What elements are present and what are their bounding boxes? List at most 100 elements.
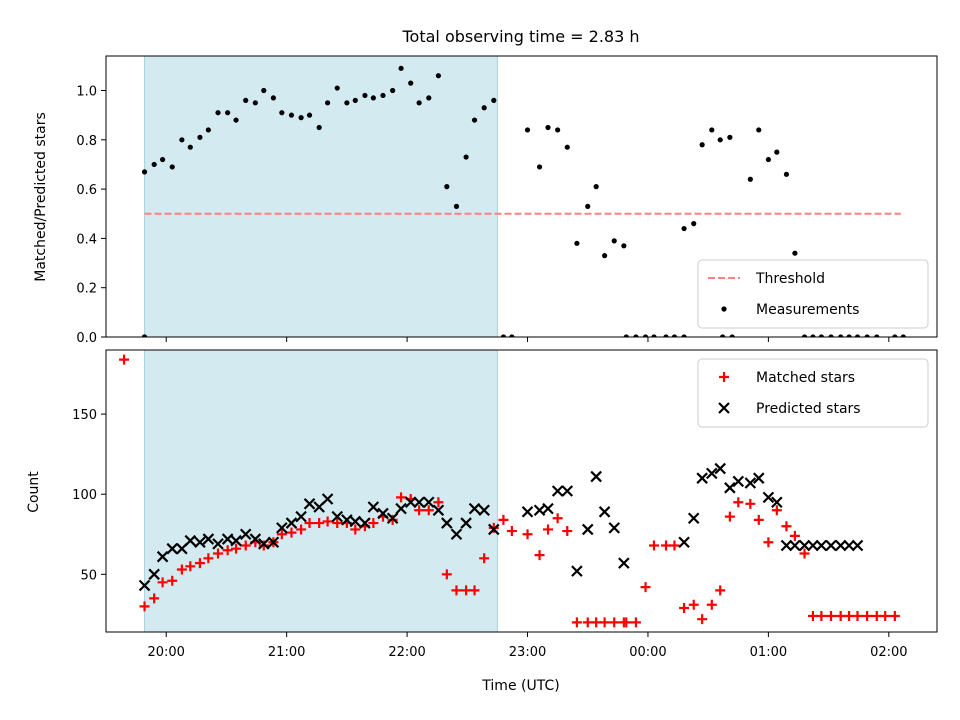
top-dot-point-0-67: [846, 334, 852, 337]
top-dot-point-0-64: [818, 334, 824, 337]
legend-label-1: Measurements: [756, 302, 859, 318]
top-dot-point-0-24: [362, 92, 368, 99]
bottom-frame: [105, 349, 938, 633]
bottom-x-point-1-41: [542, 502, 554, 515]
top-dot-point-0-54: [717, 137, 723, 143]
bottom-plus-point-0-56: [661, 540, 672, 551]
bottom-plus-point-0-10: [231, 543, 242, 554]
bottom-plus-point-0-50: [609, 617, 620, 628]
bottom-x-point-1-8: [212, 538, 224, 550]
top-dot-point-0-43: [564, 144, 570, 150]
bottom-x-point-1-54: [714, 462, 726, 475]
top-dot-point-0-69: [864, 334, 870, 337]
bottom-x-point-1-24: [359, 517, 371, 529]
top-zero-point-5: [642, 334, 649, 337]
bottom-x-tick-label: 02:00: [870, 645, 907, 660]
bottom-plus-point-0-48: [591, 617, 602, 628]
bottom-plus-point-0-33: [441, 569, 452, 580]
bottom-x-point-1-5: [184, 534, 197, 547]
top-dot-point-0-14: [270, 95, 277, 101]
legend-swatch-0: [719, 372, 729, 382]
bottom-y-tick-label: 100: [72, 488, 97, 503]
top-dot-point-0-61: [792, 250, 798, 256]
bottom-x-point-1-52: [696, 472, 708, 484]
bottom-x-point-1-35: [460, 517, 472, 529]
bottom-observing-window: [144, 350, 498, 632]
bottom-plus-point-0-71: [799, 548, 810, 559]
bottom-x-point-1-12: [249, 533, 262, 545]
bottom-x-point-1-0: [138, 579, 151, 592]
legend-swatch-1: [721, 306, 727, 312]
bottom-x-point-1-18: [303, 498, 316, 510]
bottom-x-point-1-39: [521, 506, 534, 518]
bottom-plus-point-0-45: [562, 526, 573, 537]
bottom-plus-point-0-46: [571, 617, 582, 628]
top-dot-point-0-35: [463, 154, 469, 160]
top-zero-point-8: [671, 334, 678, 337]
top-dot-point-0-29: [408, 80, 414, 86]
bottom-x-point-1-42: [551, 485, 564, 497]
top-y-tick-label: 1.0: [76, 85, 97, 100]
bottom-plus-point-0-44: [552, 513, 563, 524]
legend-label-0: Threshold: [755, 271, 825, 287]
top-dot-point-0-38: [491, 97, 497, 103]
bottom-x-point-1-7: [202, 533, 215, 545]
top-dot-point-0-45: [585, 203, 591, 209]
bottom-x-point-1-59: [762, 491, 775, 504]
top-dot-point-0-30: [416, 100, 422, 106]
bottom-x-point-1-37: [478, 504, 490, 517]
bottom-plus-point-0-28: [396, 492, 407, 503]
bottom-x-tick-label: 01:00: [750, 645, 787, 660]
top-dot-point-0-31: [426, 95, 432, 101]
top-dot-point-0-8: [215, 110, 221, 116]
bottom-x-point-1-21: [331, 510, 344, 523]
bottom-plus-point-0-61: [706, 599, 717, 610]
top-dot-point-0-33: [444, 184, 450, 190]
bottom-plus-point-0-40: [506, 526, 517, 537]
bottom-plus-point-0-57: [669, 540, 680, 551]
bottom-y-axis-label: Count: [26, 471, 42, 513]
top-dot-point-0-65: [828, 334, 834, 337]
top-dot-point-0-53: [709, 127, 715, 133]
bottom-axes: 50 100 150 20:00 21:00 22:00 23:00 00:00 01:00 02…: [72, 349, 938, 660]
top-y-tick-label: 0.8: [76, 134, 97, 149]
top-dot-point-0-34: [453, 203, 460, 209]
bottom-x-point-1-50: [678, 536, 690, 549]
bottom-plus-point-0-4: [176, 564, 187, 575]
top-dot-point-0-32: [435, 73, 441, 79]
bottom-x-point-1-43: [561, 485, 574, 497]
bottom-x-point-1-36: [468, 502, 481, 515]
top-dot-point-0-27: [390, 87, 396, 94]
top-dot-point-0-41: [545, 124, 551, 131]
bottom-x-point-1-46: [590, 470, 602, 483]
bottom-x-point-1-67: [834, 539, 847, 552]
bottom-plus-point-0-82: [119, 354, 130, 365]
top-dot-point-0-4: [179, 137, 185, 143]
bottom-plus-point-0-80: [880, 610, 891, 621]
bottom-plus-point-0-0: [139, 601, 150, 612]
bottom-plus-point-0-55: [648, 540, 659, 551]
top-dot-point-0-2: [160, 156, 166, 163]
top-dot-point-0-10: [233, 117, 239, 123]
bottom-x-point-1-2: [156, 550, 169, 563]
bottom-plus-point-0-72: [807, 610, 818, 621]
bottom-plus-point-0-5: [185, 561, 196, 572]
bottom-x-point-1-49: [618, 557, 630, 569]
legend-label-1: Predicted stars: [756, 401, 861, 417]
bottom-plus-point-0-53: [630, 617, 641, 628]
top-zero-point-4: [633, 334, 639, 337]
bottom-x-point-1-13: [257, 538, 270, 550]
top-dot-point-0-0: [141, 169, 148, 175]
top-legend: Threshold Measurements: [697, 259, 929, 329]
top-dot-point-0-56: [747, 176, 753, 182]
bottom-plus-point-0-67: [763, 537, 774, 548]
top-dot-point-0-26: [380, 92, 386, 99]
bottom-x-point-1-28: [395, 502, 407, 515]
top-dot-point-0-52: [699, 142, 705, 148]
bottom-x-point-1-53: [706, 467, 718, 480]
top-zero-point-1: [500, 334, 507, 337]
bottom-plus-point-0-63: [724, 511, 735, 522]
bottom-x-point-1-64: [807, 539, 819, 552]
top-dot-point-0-3: [169, 164, 175, 170]
top-dot-point-0-20: [325, 100, 331, 106]
